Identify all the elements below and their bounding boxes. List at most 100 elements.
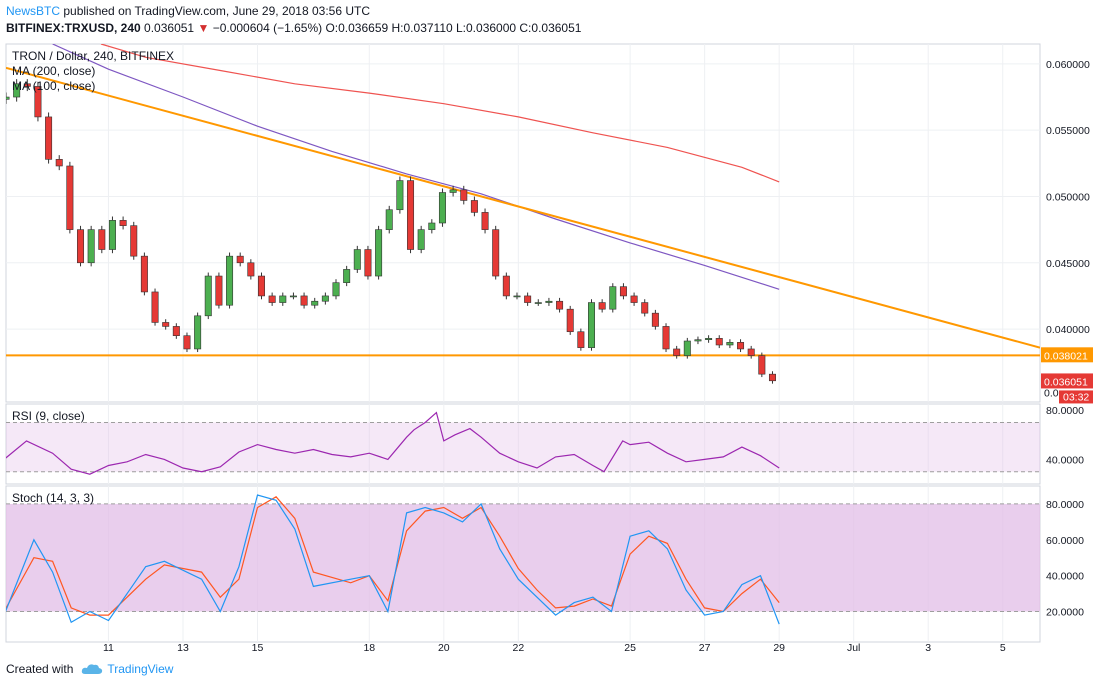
- candle: [747, 345, 755, 359]
- candle: [215, 272, 223, 309]
- candle-body: [534, 302, 542, 304]
- candle: [321, 292, 329, 305]
- truncated-tick-label: 0.0: [1044, 387, 1059, 399]
- y-tick-label: 0.045000: [1046, 258, 1090, 270]
- candle: [683, 337, 691, 359]
- rsi-tick-label: 40.0000: [1046, 454, 1084, 466]
- candle: [151, 288, 159, 326]
- candle-body: [513, 295, 521, 298]
- candle: [34, 81, 42, 122]
- candle-body: [396, 180, 404, 211]
- y-tick-label: 0.060000: [1046, 59, 1090, 71]
- candle-body: [385, 209, 393, 230]
- candle: [502, 272, 510, 300]
- x-tick-label: 27: [699, 642, 711, 654]
- candle: [300, 292, 308, 309]
- stoch-tick-label: 20.0000: [1046, 607, 1084, 619]
- main-legend: TRON / Dollar, 240, BITFINEX: [12, 49, 174, 63]
- countdown-bg: [1059, 390, 1093, 404]
- candle-body: [492, 229, 500, 277]
- publisher-name[interactable]: NewsBTC: [6, 4, 61, 18]
- candle-body: [343, 269, 351, 283]
- candle: [13, 79, 21, 102]
- candle-body: [257, 275, 265, 297]
- candle: [183, 332, 191, 353]
- candle-body: [747, 348, 755, 356]
- x-tick-label: 18: [363, 642, 375, 654]
- candle-body: [460, 189, 468, 201]
- candle: [534, 299, 542, 306]
- y-tick-label: 0.055000: [1046, 125, 1090, 137]
- candle: [407, 176, 415, 254]
- candle: [204, 272, 212, 320]
- candle-body: [524, 295, 532, 303]
- candle: [726, 339, 734, 349]
- candle-body: [375, 229, 383, 277]
- ma100-line: [52, 44, 780, 290]
- candle-body: [683, 340, 691, 356]
- candle-body: [619, 286, 627, 297]
- candle: [598, 299, 606, 313]
- candle-body: [119, 220, 127, 226]
- candle: [460, 185, 468, 205]
- x-tick-label: 5: [1000, 642, 1006, 654]
- last-price: 0.036051: [144, 21, 195, 35]
- candle-body: [407, 180, 415, 250]
- candle-body: [768, 373, 776, 382]
- candle: [619, 283, 627, 300]
- candle-body: [556, 300, 564, 310]
- x-tick-label: 22: [512, 642, 524, 654]
- tradingview-link[interactable]: TradingView: [107, 662, 174, 676]
- candle: [428, 219, 436, 234]
- candle: [364, 245, 372, 280]
- trading-chart[interactable]: 0.060000 0.055000 0.050000 0.045000 0.040000…: [0, 38, 1100, 659]
- candle-body: [23, 83, 31, 87]
- candle-body: [183, 335, 191, 350]
- candle-body: [651, 312, 659, 327]
- candle: [257, 272, 265, 300]
- candle: [140, 252, 148, 296]
- stoch-band: [6, 503, 1040, 612]
- candle-body: [758, 355, 766, 375]
- down-arrow-icon: ▼: [197, 21, 210, 35]
- candle-body: [502, 275, 510, 297]
- candle: [98, 225, 106, 254]
- candle: [247, 259, 255, 280]
- candle: [438, 188, 446, 227]
- candle: [66, 161, 74, 234]
- x-tick-label: 29: [773, 642, 785, 654]
- candle: [45, 112, 53, 164]
- candle-body: [332, 282, 340, 297]
- candle-body: [353, 249, 361, 270]
- ma100-legend: MA (100, close): [12, 79, 95, 93]
- candle: [545, 297, 553, 306]
- candle: [417, 225, 425, 254]
- candle: [332, 279, 340, 300]
- rsi-plot: [6, 411, 1040, 475]
- candle-body: [566, 308, 574, 333]
- ohlc-values: O:0.036659 H:0.037110 L:0.036000 C:0.036…: [325, 21, 582, 35]
- candle: [87, 225, 95, 267]
- published-text: published on TradingView.com, June 29, 2…: [63, 4, 371, 18]
- candle: [162, 319, 170, 330]
- candle: [385, 205, 393, 234]
- x-tick-label: Jul: [847, 642, 860, 654]
- candle: [673, 345, 681, 359]
- candle: [768, 371, 776, 384]
- candle-body: [226, 255, 234, 306]
- candle: [55, 155, 63, 171]
- candle: [226, 252, 234, 309]
- candle: [289, 292, 297, 300]
- y-tick-label: 0.050000: [1046, 191, 1090, 203]
- candle-body: [726, 342, 734, 346]
- candle: [705, 335, 713, 343]
- symbol-line: BITFINEX:TRXUSD, 240 0.036051 ▼ −0.00060…: [6, 20, 581, 36]
- candle: [556, 297, 564, 313]
- candle-body: [662, 326, 670, 350]
- stoch-tick-label: 60.0000: [1046, 535, 1084, 547]
- candle-body: [268, 295, 276, 303]
- candle: [449, 185, 457, 197]
- candle: [130, 221, 138, 260]
- candle: [236, 252, 244, 267]
- candle-body: [13, 83, 21, 98]
